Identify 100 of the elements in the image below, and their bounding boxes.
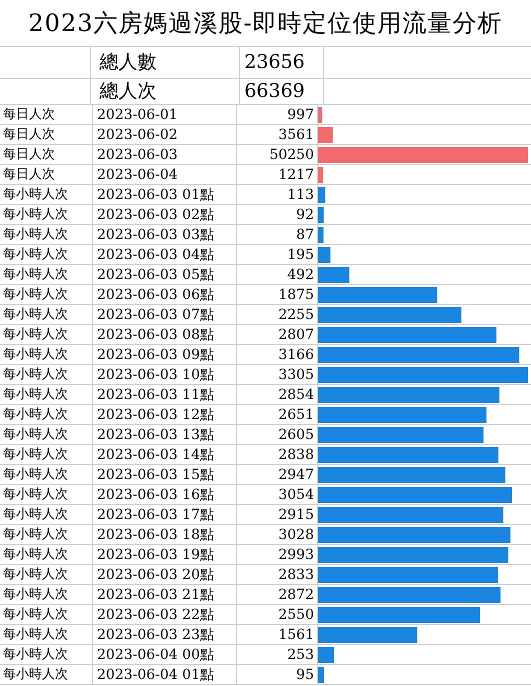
bar — [318, 547, 508, 563]
y-tick-label: 2023-06-03 18點 — [93, 525, 237, 545]
bar — [318, 287, 438, 303]
y-tick-label: 2023-06-03 15點 — [93, 465, 237, 485]
data-label: 195 — [237, 245, 318, 265]
data-label: 2605 — [237, 425, 318, 445]
data-label: 50250 — [237, 145, 318, 165]
y-tick-label: 2023-06-03 06點 — [93, 285, 237, 305]
text: 每小時人次 — [3, 267, 68, 282]
data-label: 3054 — [237, 485, 318, 505]
text: 每小時人次 — [3, 227, 68, 242]
bar — [318, 207, 324, 223]
bar — [318, 647, 334, 663]
y-tick-label: 2023-06-03 08點 — [93, 325, 237, 345]
text: 每小時人次 — [3, 567, 68, 582]
y-tick-label: 2023-06-03 16點 — [93, 485, 237, 505]
y-axis-title: 每日人次 — [0, 105, 93, 125]
text: 每小時人次 — [3, 347, 68, 362]
data-label: 3561 — [237, 125, 318, 145]
data-label: 87 — [237, 225, 318, 245]
text: 每小時人次 — [3, 467, 68, 482]
bar — [318, 227, 324, 243]
text: 每小時人次 — [3, 607, 68, 622]
bar — [318, 347, 520, 363]
data-label: 492 — [237, 265, 318, 285]
data-label: 2915 — [237, 505, 318, 525]
y-tick-label: 2023-06-04 01點 — [93, 665, 237, 685]
bar — [318, 307, 462, 323]
data-label: 2255 — [237, 305, 318, 325]
bar — [318, 387, 500, 403]
bar — [318, 267, 350, 283]
bar — [318, 427, 484, 443]
y-tick-label: 2023-06-03 09點 — [93, 345, 237, 365]
data-label: 2993 — [237, 545, 318, 565]
text: 每小時人次 — [3, 547, 68, 562]
y-tick-label: 2023-06-02 — [93, 125, 237, 145]
data-label: 113 — [237, 185, 318, 205]
data-label: 1217 — [237, 165, 318, 185]
bar — [318, 187, 326, 203]
data-label: 3305 — [237, 365, 318, 385]
text: 每小時人次 — [3, 647, 68, 662]
data-label: 2838 — [237, 445, 318, 465]
data-label: 1875 — [237, 285, 318, 305]
y-tick-label: 2023-06-04 00點 — [93, 645, 237, 665]
y-tick-label: 2023-06-03 01點 — [93, 185, 237, 205]
data-label: 2651 — [237, 405, 318, 425]
text: 總人次 — [91, 79, 240, 104]
text: 每小時人次 — [3, 487, 68, 502]
y-tick-label: 2023-06-03 22點 — [93, 605, 237, 625]
bar — [318, 667, 324, 683]
data-label: 2550 — [237, 605, 318, 625]
text: 總人數 — [91, 47, 240, 78]
text: 每小時人次 — [3, 387, 68, 402]
y-tick-label: 2023-06-03 02點 — [93, 205, 237, 225]
y-tick-label: 2023-06-03 03點 — [93, 225, 237, 245]
text: 每小時人次 — [3, 247, 68, 262]
text: 每日人次 — [3, 127, 55, 142]
y-tick-label: 2023-06-03 — [93, 145, 237, 165]
text: 每小時人次 — [3, 507, 68, 522]
text: 每小時人次 — [3, 587, 68, 602]
text: 每小時人次 — [3, 627, 68, 642]
bar — [318, 327, 496, 343]
y-tick-label: 2023-06-03 05點 — [93, 265, 237, 285]
bar — [318, 507, 504, 523]
bar — [318, 167, 324, 183]
text: 每小時人次 — [3, 307, 68, 322]
y-tick-label: 2023-06-03 14點 — [93, 445, 237, 465]
text: 每日人次 — [3, 147, 55, 162]
y-tick-label: 2023-06-03 21點 — [93, 585, 237, 605]
y-tick-label: 2023-06-03 12點 — [93, 405, 237, 425]
text: 每日人次 — [3, 167, 55, 182]
text: 每小時人次 — [3, 447, 68, 462]
y-tick-label: 2023-06-04 — [93, 165, 237, 185]
bar — [318, 247, 330, 263]
data-label: 1561 — [237, 625, 318, 645]
data-label: 2947 — [237, 465, 318, 485]
data-label: 2872 — [237, 585, 318, 605]
bar — [318, 127, 333, 143]
data-label: 2807 — [237, 325, 318, 345]
data-label: 3028 — [237, 525, 318, 545]
data-label: 997 — [237, 105, 318, 125]
text: 每小時人次 — [3, 427, 68, 442]
data-label: 2854 — [237, 385, 318, 405]
text: 每小時人次 — [3, 207, 68, 222]
y-tick-label: 2023-06-03 10點 — [93, 365, 237, 385]
y-tick-label: 2023-06-03 20點 — [93, 565, 237, 585]
text: 每小時人次 — [3, 407, 68, 422]
data-label: 3166 — [237, 345, 318, 365]
y-tick-label: 2023-06-03 13點 — [93, 425, 237, 445]
bar — [318, 107, 322, 123]
text: 每小時人次 — [3, 327, 68, 342]
bar — [318, 607, 480, 623]
y-axis-title: 每小時人次 — [0, 185, 93, 205]
text: 每小時人次 — [3, 367, 68, 382]
y-tick-label: 2023-06-01 — [93, 105, 237, 125]
text: 每小時人次 — [3, 667, 68, 682]
bar — [318, 487, 512, 503]
y-tick-label: 2023-06-03 17點 — [93, 505, 237, 525]
data-label: 253 — [237, 645, 318, 665]
y-tick-label: 2023-06-03 23點 — [93, 625, 237, 645]
